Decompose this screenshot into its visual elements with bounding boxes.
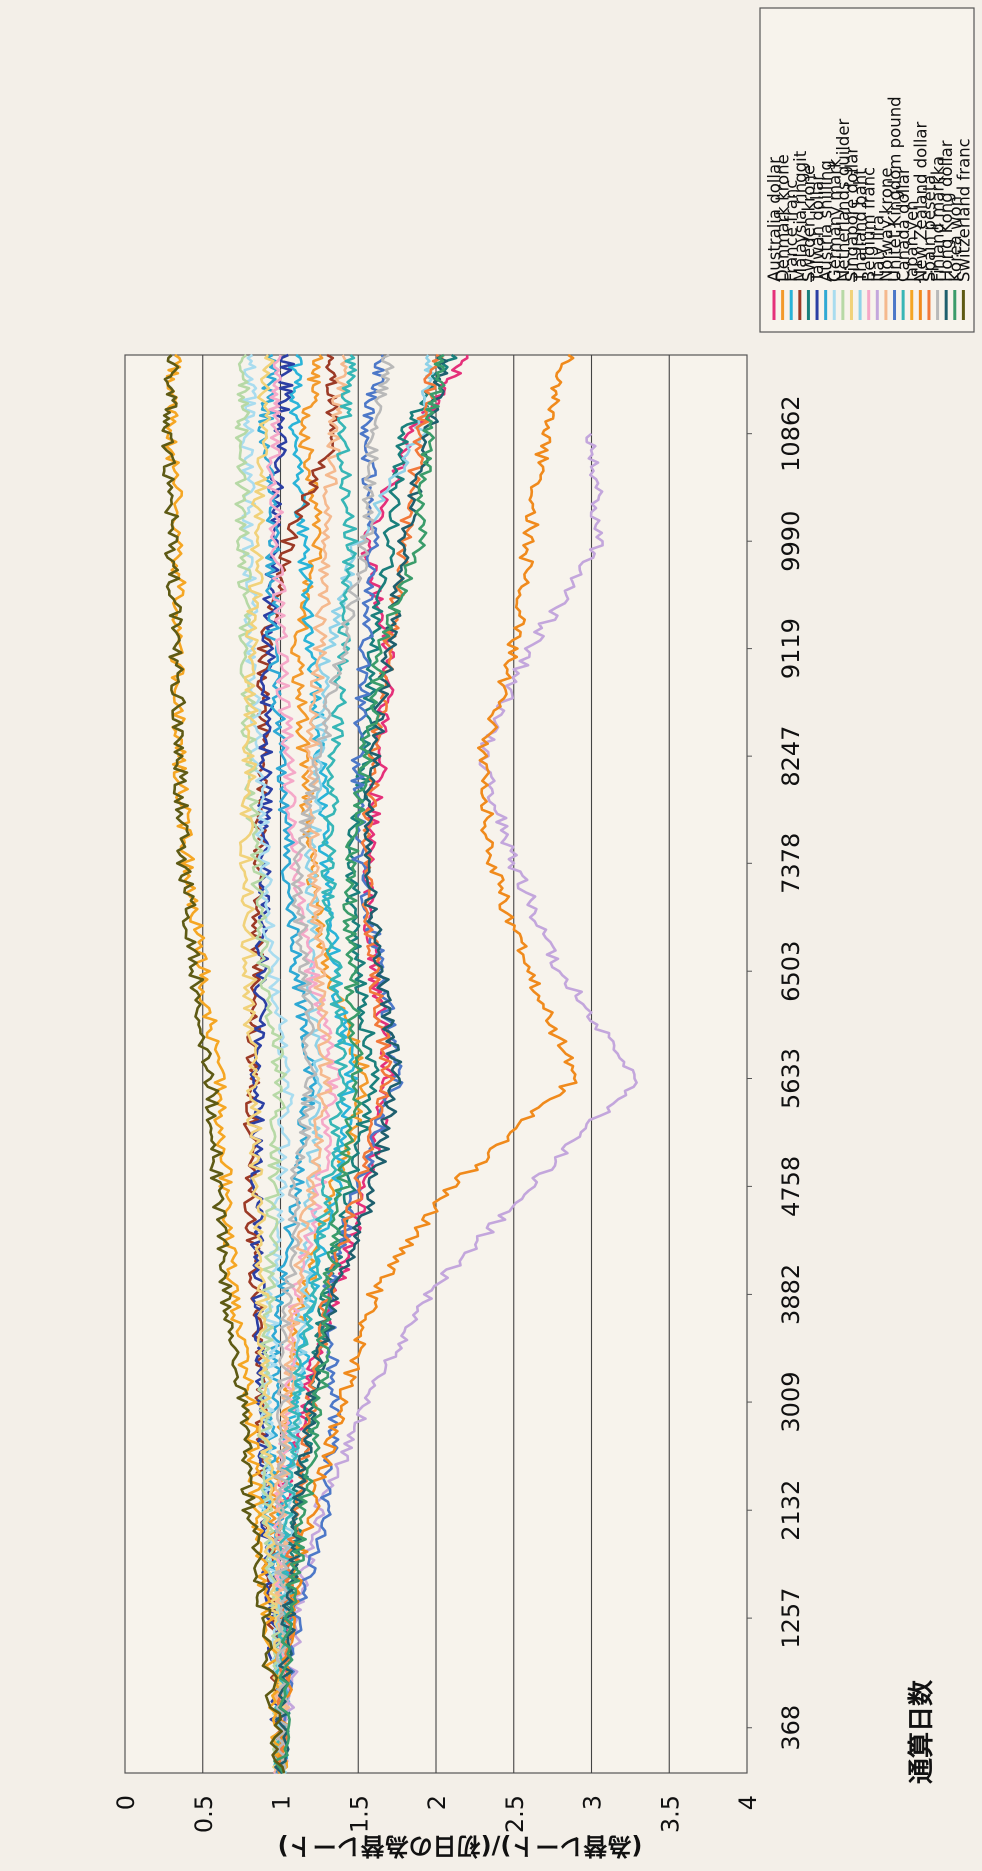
legend-label: Thailand baht bbox=[851, 168, 870, 283]
legend-label: Taiwan dollar bbox=[808, 174, 827, 283]
series-line bbox=[274, 354, 359, 1774]
series-line bbox=[273, 353, 446, 1774]
x-tick-label: 9119 bbox=[777, 618, 805, 679]
legend-label: Austria shilling bbox=[817, 160, 836, 282]
series-line bbox=[276, 353, 444, 1774]
series-line bbox=[164, 353, 289, 1775]
legend-label: Japan yen bbox=[903, 200, 922, 283]
legend-label: Unitet Kingdom pound bbox=[886, 96, 905, 282]
series-line bbox=[274, 354, 404, 1774]
y-axis-title: (為替レート)/(初日の為替レート) bbox=[278, 1832, 643, 1860]
y-tick-label: 2.5 bbox=[501, 1795, 529, 1833]
legend-label: France franc bbox=[782, 180, 801, 282]
legend-label: Spain peseta bbox=[920, 175, 939, 282]
y-tick-label: 3.5 bbox=[656, 1795, 684, 1833]
x-tick-label: 6503 bbox=[777, 941, 805, 1002]
series-line bbox=[238, 354, 287, 1775]
y-tick-label: 2 bbox=[423, 1795, 451, 1810]
legend-label: Korea won bbox=[946, 196, 965, 282]
legend-label: Hong Kong dollar bbox=[937, 140, 956, 282]
series-line bbox=[274, 354, 348, 1774]
plot-area: 0 0.5 1 1.5 2 2.5 3 3.5 4 368 1257 2132 3009 3882 4758… bbox=[112, 353, 805, 1833]
legend-label: Australia dollar bbox=[765, 157, 784, 282]
x-axis-title: 通算日数 bbox=[906, 1679, 937, 1784]
series-line bbox=[234, 353, 288, 1774]
legend-label: Canada dollar bbox=[894, 167, 913, 282]
x-tick-label: 2132 bbox=[777, 1480, 805, 1541]
legend-label: Sweden krone bbox=[799, 165, 818, 282]
legend-label: Germany mark bbox=[825, 158, 844, 282]
legend-label: Denmark krone bbox=[774, 154, 793, 282]
x-tick-label: 3882 bbox=[777, 1264, 805, 1325]
y-tick-label: 1 bbox=[268, 1795, 296, 1810]
legend-box bbox=[759, 7, 975, 333]
y-tick-label: 3 bbox=[579, 1795, 607, 1810]
x-tick-label: 4758 bbox=[777, 1156, 805, 1217]
legend-label: Italy lira bbox=[868, 215, 887, 282]
legend-label: Belgium franc bbox=[860, 167, 879, 282]
x-tick-label: 8247 bbox=[777, 726, 805, 787]
series-line bbox=[161, 354, 286, 1774]
legend-label: New Zealand dollar bbox=[911, 121, 930, 282]
y-tick-label: 4 bbox=[734, 1795, 762, 1810]
y-tick-label: 0 bbox=[112, 1795, 140, 1810]
series-line bbox=[273, 353, 395, 1774]
legend-label: Malaysia ringgit bbox=[791, 150, 810, 282]
x-tick-label: 3009 bbox=[777, 1372, 805, 1433]
series-line bbox=[274, 353, 449, 1774]
y-tick-label: 0.5 bbox=[190, 1795, 218, 1833]
x-tick-label: 9990 bbox=[777, 511, 805, 572]
legend-label: Switzerland franc bbox=[954, 138, 973, 282]
series-line bbox=[273, 432, 638, 1775]
legend-label: Netherlands guilder bbox=[834, 118, 853, 282]
legend-label: Singapore dollar bbox=[842, 147, 861, 282]
x-tick-label: 368 bbox=[777, 1705, 805, 1751]
legend-label: Finland markka bbox=[929, 156, 948, 282]
x-tick-label: 10862 bbox=[777, 395, 805, 471]
y-tick-label: 1.5 bbox=[345, 1795, 373, 1833]
legend-label: Norway krone bbox=[877, 167, 896, 282]
x-tick-label: 5633 bbox=[777, 1048, 805, 1109]
x-tick-label: 7378 bbox=[777, 833, 805, 894]
x-tick-label: 1257 bbox=[777, 1588, 805, 1649]
